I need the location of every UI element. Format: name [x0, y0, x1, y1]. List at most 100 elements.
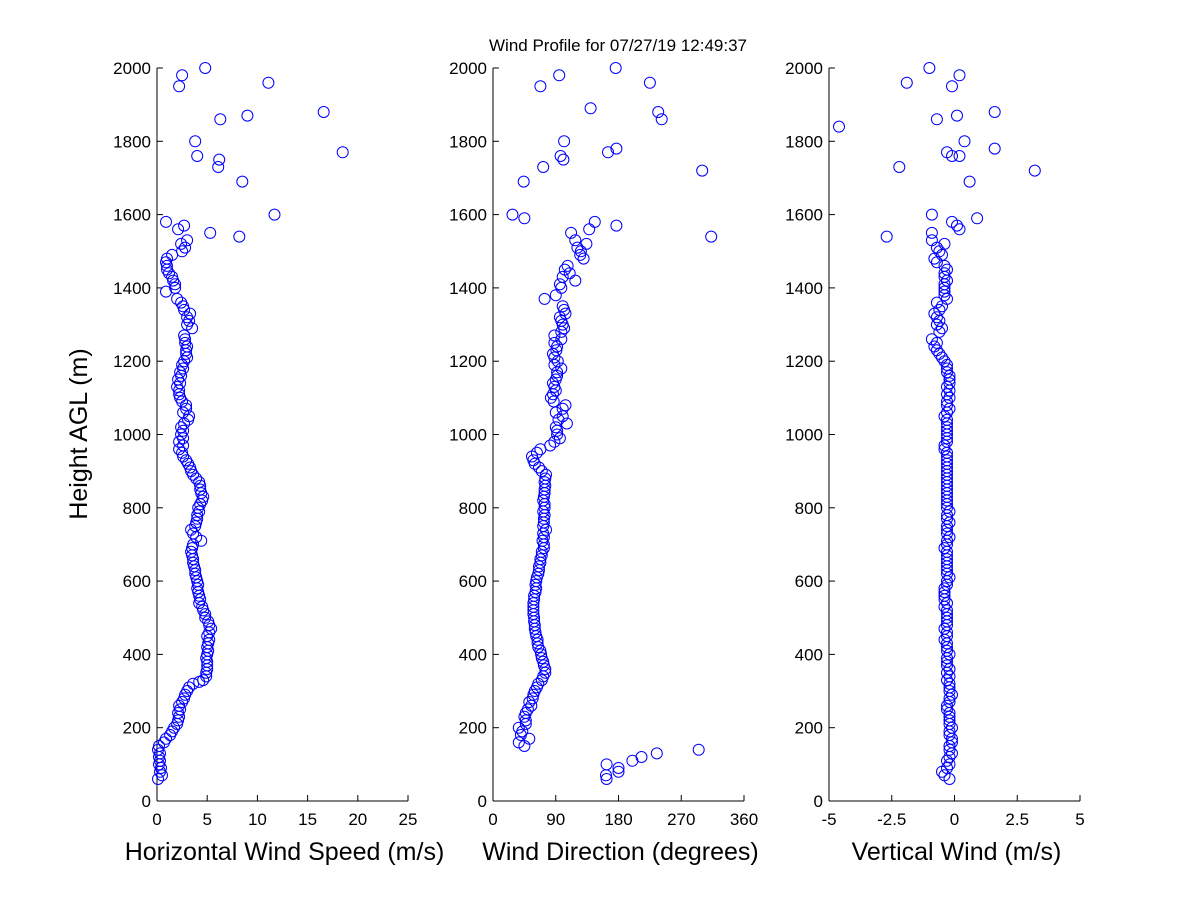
x-tick-label: 10	[248, 810, 267, 829]
data-point	[880, 230, 893, 243]
data-point	[518, 212, 531, 225]
data-point	[946, 80, 958, 93]
data-point	[930, 318, 943, 331]
y-tick-label: 1400	[113, 279, 151, 298]
y-tick-label: 600	[459, 572, 487, 591]
data-point	[943, 743, 956, 756]
data-point	[577, 252, 590, 265]
data-point	[610, 219, 623, 232]
y-tick-label: 2000	[113, 59, 151, 78]
data-point	[941, 553, 953, 566]
x-tick-label: 5	[202, 810, 211, 829]
data-point	[938, 589, 951, 602]
y-tick-label: 1600	[785, 206, 823, 225]
data-point	[196, 600, 209, 613]
data-point	[179, 241, 192, 254]
data-point	[696, 164, 709, 177]
data-point	[938, 582, 951, 595]
y-tick-label: 200	[795, 719, 823, 738]
data-point	[943, 571, 956, 584]
data-point	[946, 736, 958, 749]
x-tick-label: 20	[348, 810, 367, 829]
data-point	[943, 714, 956, 727]
data-point	[535, 648, 548, 661]
data-point	[941, 362, 953, 375]
data-point	[938, 769, 951, 782]
data-point	[925, 208, 938, 221]
data-point	[516, 725, 529, 738]
data-point	[705, 230, 718, 243]
data-point	[160, 732, 172, 745]
y-tick-label: 1800	[785, 132, 823, 151]
data-point	[988, 106, 1001, 118]
data-point	[179, 336, 192, 349]
y-tick-label: 1200	[113, 352, 151, 371]
data-point	[943, 369, 956, 382]
x-tick-label: 5	[1075, 810, 1084, 829]
data-point	[565, 226, 578, 239]
data-point	[941, 146, 953, 159]
data-point	[204, 226, 217, 239]
data-point	[941, 597, 953, 610]
data-point	[556, 410, 569, 423]
data-point	[941, 644, 953, 657]
data-point	[512, 736, 525, 749]
data-point	[938, 542, 951, 555]
data-point	[933, 303, 946, 316]
data-point	[655, 113, 668, 126]
data-point	[652, 106, 665, 118]
data-point	[600, 773, 613, 785]
data-point	[176, 69, 189, 82]
data-point	[923, 62, 936, 74]
data-point	[928, 340, 941, 353]
data-point	[193, 476, 206, 489]
figure-title: Wind Profile for 07/27/19 12:49:37	[489, 36, 747, 55]
data-point	[941, 388, 953, 401]
data-point	[941, 263, 953, 276]
data-point	[173, 80, 186, 93]
y-tick-label: 400	[795, 645, 823, 664]
x-tick-label: -2.5	[877, 810, 906, 829]
data-point	[183, 681, 196, 694]
data-point	[946, 215, 958, 228]
data-point	[506, 208, 519, 221]
y-tick-label: 800	[123, 499, 151, 518]
x-tick-label: 180	[604, 810, 632, 829]
data-point	[946, 688, 958, 701]
x-tick-label: -5	[821, 810, 836, 829]
data-point	[930, 113, 943, 126]
data-point	[941, 380, 953, 393]
y-tick-label: 1800	[449, 132, 487, 151]
data-point	[199, 611, 212, 624]
data-point	[212, 161, 225, 173]
y-tick-label: 400	[123, 645, 151, 664]
data-point	[530, 446, 543, 459]
data-point	[547, 377, 559, 390]
data-point	[900, 76, 913, 89]
data-point	[555, 362, 568, 375]
data-point	[610, 142, 623, 155]
data-point	[548, 336, 561, 349]
data-point	[535, 652, 548, 665]
data-point	[176, 446, 189, 459]
data-point	[512, 721, 525, 734]
y-tick-label: 2000	[449, 59, 487, 78]
data-point	[555, 333, 568, 346]
y-tick-label: 800	[459, 499, 487, 518]
data-point	[169, 281, 182, 294]
data-point	[168, 721, 181, 734]
data-point	[554, 150, 567, 162]
data-point	[556, 270, 569, 283]
data-point	[971, 212, 984, 225]
data-point	[537, 161, 550, 173]
data-point	[199, 62, 212, 74]
data-point	[551, 369, 564, 382]
data-point	[635, 751, 648, 763]
y-tick-label: 1600	[113, 206, 151, 225]
y-tick-label: 200	[459, 719, 487, 738]
data-point	[548, 329, 561, 342]
y-tick-label: 1200	[785, 352, 823, 371]
data-point	[175, 237, 188, 250]
data-point	[174, 366, 187, 379]
data-point	[181, 234, 194, 247]
